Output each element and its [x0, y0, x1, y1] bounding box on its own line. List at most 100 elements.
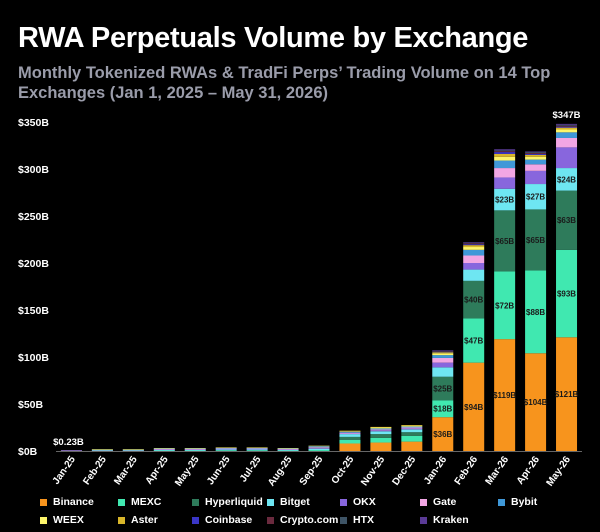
x-tick-label: May-25 — [173, 454, 202, 488]
bar-segment-aster — [370, 426, 392, 428]
bar-segment-gate — [370, 429, 392, 431]
bar-segment-bybit — [494, 160, 516, 169]
bar-segment-bitget — [432, 367, 454, 377]
legend-item: Crypto.com — [267, 514, 338, 526]
bar-segment-mexc — [370, 437, 392, 443]
bar-segment-crypto-com — [463, 243, 485, 245]
x-tick-label: Jan-26 — [422, 454, 449, 487]
legend-swatch — [498, 498, 505, 506]
legend-label: Hyperliquid — [205, 496, 263, 508]
bar-segment-binance — [494, 339, 516, 451]
legend-item: Coinbase — [192, 514, 252, 526]
bar-segment-hyperliquid — [556, 190, 578, 250]
bar-segment-weex — [494, 156, 516, 161]
bar-segment-mexc — [215, 450, 237, 451]
bar-segment-weex — [401, 425, 423, 427]
legend-label: Crypto.com — [280, 514, 339, 526]
bar-segment-weex — [184, 448, 206, 449]
segment-value-label: $63B — [557, 216, 576, 225]
bar-segment-bybit — [525, 159, 547, 165]
bar-segment-bybit — [308, 446, 330, 448]
legend-swatch — [267, 516, 274, 524]
x-tick-label: Oct-25 — [330, 454, 357, 486]
bar-segment-coinbase — [463, 244, 485, 246]
legend-item: WEEX — [40, 514, 84, 526]
bar-segment-weex — [525, 156, 547, 160]
legend-label: Coinbase — [205, 514, 253, 526]
legend-swatch — [420, 498, 427, 506]
bar-segment-kraken — [463, 242, 485, 243]
bar-segment-bybit — [463, 249, 485, 256]
x-tick-label: Mar-26 — [484, 454, 512, 487]
segment-value-label: $25B — [433, 384, 452, 393]
legend-swatch — [192, 516, 199, 524]
bar-segment-bybit — [556, 132, 578, 138]
bar-segment-gate — [432, 357, 454, 363]
bar-segment-okx — [556, 147, 578, 169]
legend-label: HTX — [353, 514, 374, 526]
legend-label: OKX — [353, 496, 376, 508]
bar-segment-crypto-com — [556, 125, 578, 127]
chart-subtitle: Monthly Tokenized RWAs & TradFi Perps’ T… — [18, 64, 551, 102]
bar-segment-crypto-com — [525, 153, 547, 154]
bar-segment-aster — [525, 154, 547, 157]
bar-segment-binance — [401, 441, 423, 451]
legend-item: MEXC — [118, 496, 161, 508]
bar-segment-hyperliquid — [494, 210, 516, 272]
segment-value-label: $40B — [464, 296, 483, 305]
x-tick-label: Dec-25 — [390, 454, 418, 488]
legend-label: Bybit — [511, 496, 538, 508]
x-tick-label: Feb-25 — [81, 454, 109, 487]
segment-value-label: $47B — [464, 337, 483, 346]
bar-segment-mexc — [463, 318, 485, 363]
bar-segment-weex — [463, 247, 485, 250]
bar-segment-gate — [339, 432, 361, 434]
bar-segment-hyperliquid — [463, 280, 485, 319]
legend-item: Bitget — [267, 496, 310, 508]
x-tick-label: Apr-26 — [515, 454, 542, 487]
bar-segment-bitget — [401, 429, 423, 433]
segment-value-label: $18B — [433, 405, 452, 414]
bar-segment-bybit — [370, 428, 392, 430]
legend-item: OKX — [340, 496, 376, 508]
x-tick-label: Jan-25 — [51, 454, 78, 487]
chart-title: RWA Perpetuals Volume by Exchange — [18, 22, 529, 54]
legend-label: Kraken — [433, 514, 469, 526]
bar-segment-bitget — [370, 431, 392, 435]
legend-item: Kraken — [420, 514, 469, 526]
bar-segment-gate — [556, 137, 578, 148]
x-tick-label: Nov-25 — [359, 454, 387, 488]
bar-segment-gate — [277, 448, 299, 450]
bar-segment-okx — [246, 448, 268, 450]
bar-segment-mexc — [277, 450, 299, 451]
bar-segment-bitget — [556, 168, 578, 191]
legend-label: WEEX — [53, 514, 84, 526]
legend-swatch — [420, 516, 427, 524]
bar-segment-mexc — [153, 450, 175, 451]
bar-segment-gate — [463, 255, 485, 263]
bar-segment-weex — [308, 445, 330, 447]
y-tick-label: $300B — [18, 164, 49, 176]
bar-segment-mexc — [525, 270, 547, 354]
bar-segment-mexc — [184, 450, 206, 451]
bar-segment-gate — [184, 448, 206, 450]
bar-segment-gate — [401, 427, 423, 429]
legend-item: Aster — [118, 514, 158, 526]
segment-value-label: $65B — [495, 237, 514, 246]
bar-segment-mexc — [494, 271, 516, 340]
legend-swatch — [40, 498, 47, 506]
bar-segment-aster — [339, 430, 361, 432]
bar-segment-okx — [339, 433, 361, 435]
bar-segment-weex — [91, 449, 113, 450]
bar-segment-okx — [215, 448, 237, 450]
x-tick-label: May-26 — [545, 454, 574, 488]
bar-segment-coinbase — [432, 351, 454, 353]
segment-value-label: $36B — [433, 430, 452, 439]
legend-swatch — [340, 498, 347, 506]
bar-segment-mexc — [556, 249, 578, 338]
bar-segment-bitget — [494, 188, 516, 211]
bar-segment-bitget — [184, 449, 206, 451]
bar-segment-bitget — [153, 449, 175, 451]
segment-value-label: $104B — [524, 398, 548, 407]
bar-segment-hyperliquid — [432, 376, 454, 401]
